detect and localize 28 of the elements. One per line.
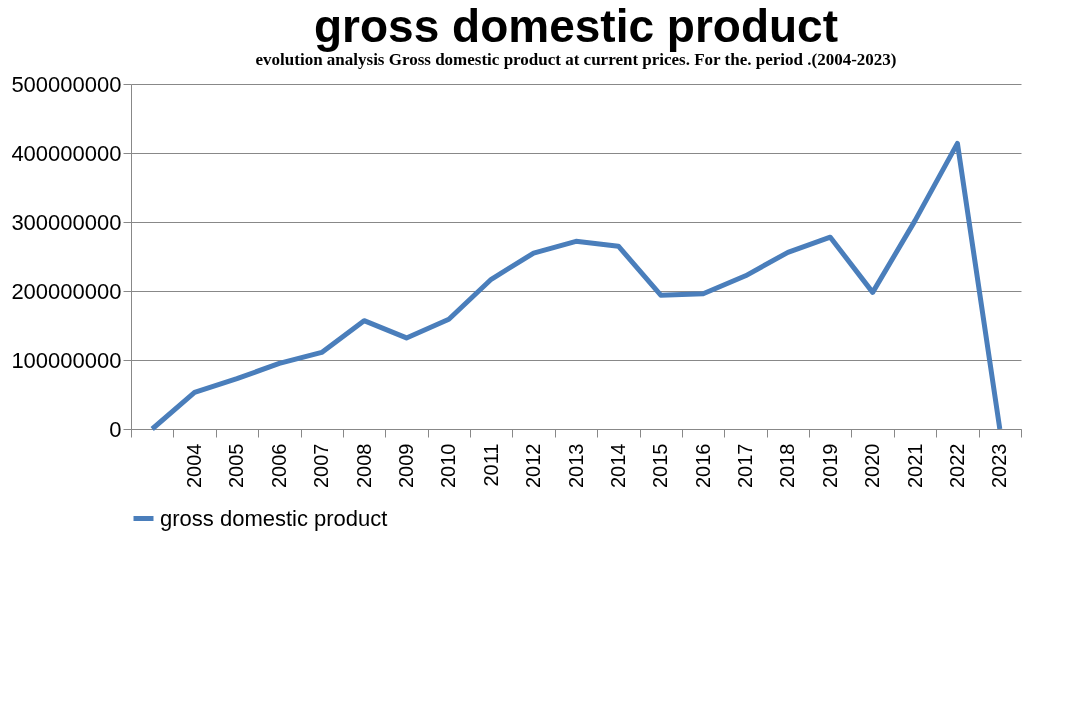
legend-label: gross domestic product: [160, 505, 388, 531]
y-tick-label: 100000000: [11, 347, 122, 373]
x-tick-label: 2018: [776, 443, 799, 488]
x-tick-label: 2015: [649, 443, 672, 488]
y-tick-label: 0: [109, 416, 122, 442]
x-tick-label: 2020: [861, 443, 884, 488]
x-tick-label: 2010: [437, 443, 460, 488]
x-tick-label: 2021: [903, 443, 926, 488]
x-tick-label: 2022: [945, 443, 968, 488]
y-tick-label: 500000000: [11, 71, 122, 97]
x-tick-label: 2013: [564, 443, 587, 488]
x-tick-label: 2011: [479, 443, 502, 487]
x-tick-label: 2014: [606, 443, 629, 488]
x-tick-label: 2006: [267, 443, 290, 488]
x-tick-label: 2012: [522, 443, 545, 488]
y-tick-label: 300000000: [11, 209, 122, 235]
x-tick-label: 2007: [310, 443, 333, 488]
x-tick-label: 2009: [394, 443, 417, 488]
x-tick-label: 2017: [734, 443, 757, 488]
x-tick-label: 2004: [183, 443, 206, 488]
x-tick-label: 2023: [988, 443, 1011, 488]
x-tick-label: 2016: [691, 443, 714, 488]
y-tick-label: 400000000: [11, 140, 122, 166]
x-tick-label: 2019: [818, 443, 841, 488]
chart-title: gross domestic product: [314, 0, 838, 52]
y-tick-label: 200000000: [11, 278, 122, 304]
x-tick-label: 2008: [352, 443, 375, 488]
x-tick-label: 2005: [225, 443, 248, 488]
